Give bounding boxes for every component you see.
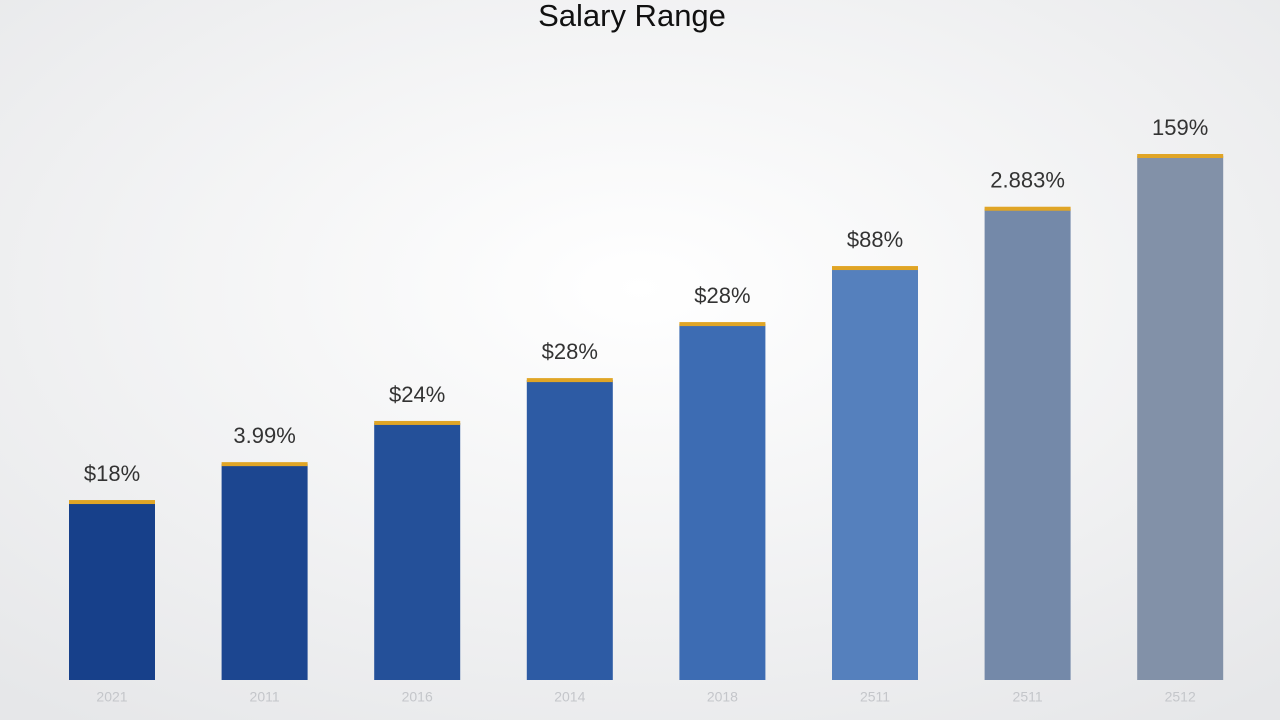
bar [1137,156,1224,680]
bar [984,208,1071,680]
x-tick-label: 2016 [402,689,433,705]
x-tick-label: 2512 [1165,689,1196,705]
x-tick-label: 2511 [860,689,890,705]
x-tick-label: 2021 [96,689,127,705]
bar-cap [526,378,613,383]
bar [832,268,918,680]
x-tick-label: 2011 [250,689,280,705]
value-label: $28% [542,339,598,364]
bar [526,380,613,680]
value-label: $88% [847,227,903,252]
x-tick-label: 2511 [1013,689,1043,705]
bar [69,502,155,680]
value-label: $24% [389,382,445,407]
value-label: 2.883% [990,168,1065,193]
bar-cap [1137,154,1224,158]
chart-title: Salary Range [538,0,726,33]
bar-cap [832,266,918,271]
bar [221,464,308,680]
value-label: $18% [84,461,140,486]
x-tick-label: 2014 [554,689,585,705]
value-label: $28% [694,283,750,308]
bar-cap [69,500,155,505]
bar [374,422,461,680]
x-tick-label: 2018 [707,689,738,705]
bar-cap [221,462,308,467]
bar-cap [984,206,1071,211]
bar-cap [374,420,461,425]
value-label: 159% [1152,115,1208,140]
value-label: 3.99% [233,423,295,448]
bar-cap [679,322,766,327]
bar [679,324,766,680]
